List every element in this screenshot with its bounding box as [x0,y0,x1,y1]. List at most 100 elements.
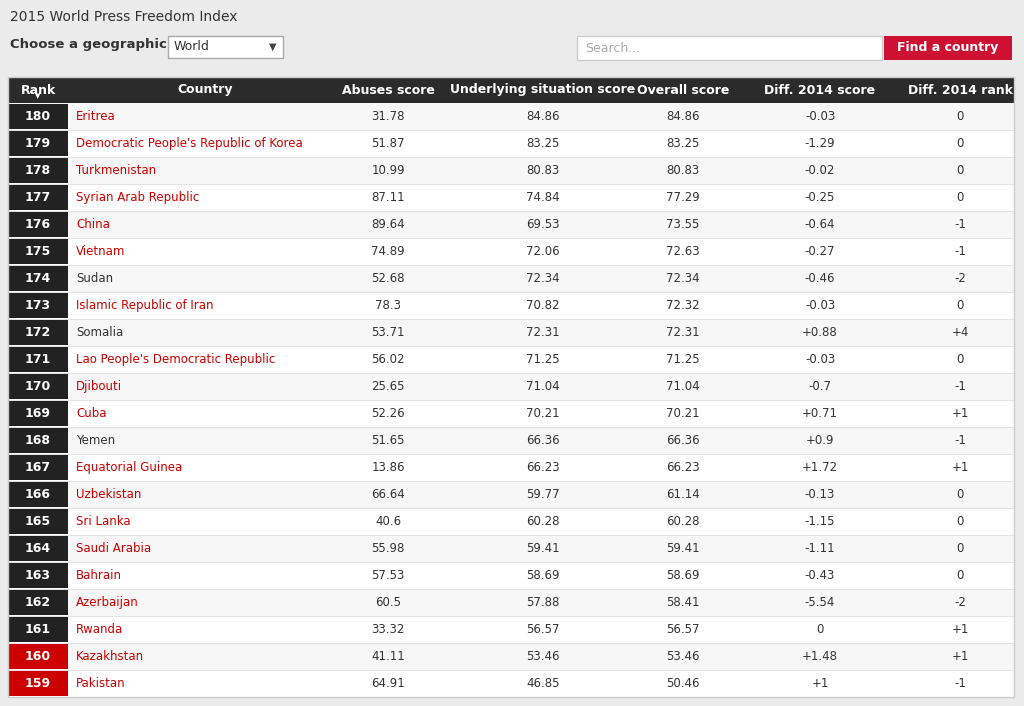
Text: Choose a geographic area:: Choose a geographic area: [10,38,211,51]
Text: 64.91: 64.91 [371,677,404,690]
Text: 10.99: 10.99 [371,164,404,177]
Text: 0: 0 [956,110,964,123]
Bar [8,157,1014,184]
Text: 71.04: 71.04 [667,380,699,393]
Text: 0: 0 [956,164,964,177]
Text: 61.14: 61.14 [667,488,699,501]
Text: China: China [76,218,110,231]
Text: 69.53: 69.53 [526,218,560,231]
Bar [8,184,1014,211]
Text: 0: 0 [956,191,964,204]
Text: Equatorial Guinea: Equatorial Guinea [76,461,182,474]
Text: -0.03: -0.03 [805,299,836,312]
Bar [8,563,68,588]
Text: 0: 0 [816,623,823,636]
Text: 0: 0 [956,542,964,555]
Text: -1: -1 [954,434,966,447]
Text: +0.88: +0.88 [802,326,838,339]
Text: 0: 0 [956,353,964,366]
Text: Sri Lanka: Sri Lanka [76,515,131,528]
Text: 80.83: 80.83 [526,164,560,177]
Text: Azerbaijan: Azerbaijan [76,596,138,609]
Text: 66.23: 66.23 [667,461,699,474]
Text: -0.03: -0.03 [805,110,836,123]
Bar [8,616,1014,643]
Text: 84.86: 84.86 [667,110,699,123]
Bar [8,589,1014,616]
Text: 66.64: 66.64 [371,488,404,501]
Text: Overall score: Overall score [637,83,729,97]
Bar [8,239,68,264]
Text: 87.11: 87.11 [371,191,404,204]
Text: 78.3: 78.3 [375,299,401,312]
Text: 178: 178 [25,164,51,177]
Text: Yemen: Yemen [76,434,115,447]
Text: 53.46: 53.46 [526,650,560,663]
Text: Country: Country [177,83,232,97]
Bar [8,509,68,534]
Text: 84.86: 84.86 [526,110,560,123]
Bar [8,373,1014,400]
Text: -1: -1 [954,677,966,690]
Text: 33.32: 33.32 [372,623,404,636]
Text: Lao People's Democratic Republic: Lao People's Democratic Republic [76,353,275,366]
Text: 59.41: 59.41 [667,542,699,555]
Text: 71.04: 71.04 [526,380,560,393]
Text: 52.26: 52.26 [371,407,404,420]
Text: 170: 170 [25,380,51,393]
Bar [8,454,1014,481]
Text: World: World [174,40,210,54]
Text: 77.29: 77.29 [667,191,699,204]
Bar [8,319,1014,346]
Bar [8,158,68,183]
Bar [8,292,1014,319]
Text: -0.7: -0.7 [809,380,831,393]
Text: Uzbekistan: Uzbekistan [76,488,141,501]
Text: 0: 0 [956,299,964,312]
Bar [8,347,68,372]
Text: 162: 162 [25,596,51,609]
Text: 173: 173 [25,299,51,312]
Text: Rank: Rank [20,83,55,97]
Text: +1: +1 [951,650,969,663]
Text: Pakistan: Pakistan [76,677,126,690]
Text: +1.48: +1.48 [802,650,838,663]
Text: 50.46: 50.46 [667,677,699,690]
Text: -0.03: -0.03 [805,353,836,366]
Text: -0.02: -0.02 [805,164,836,177]
Text: 172: 172 [25,326,51,339]
Text: 66.23: 66.23 [526,461,560,474]
Text: -1: -1 [954,218,966,231]
Text: 58.41: 58.41 [667,596,699,609]
Text: -1.11: -1.11 [805,542,836,555]
Text: 171: 171 [25,353,51,366]
Text: 163: 163 [25,569,51,582]
Text: +1: +1 [951,407,969,420]
Text: 168: 168 [25,434,51,447]
Text: Bahrain: Bahrain [76,569,122,582]
Text: -0.13: -0.13 [805,488,836,501]
Bar [168,36,283,58]
Bar [8,535,1014,562]
Bar [8,131,68,156]
Text: 71.25: 71.25 [667,353,699,366]
Text: +0.71: +0.71 [802,407,838,420]
Text: -1.15: -1.15 [805,515,836,528]
Text: 66.36: 66.36 [526,434,560,447]
Text: +1: +1 [951,461,969,474]
Text: 74.84: 74.84 [526,191,560,204]
Text: 57.53: 57.53 [372,569,404,582]
Text: +4: +4 [951,326,969,339]
Text: 72.32: 72.32 [667,299,699,312]
Bar [8,265,1014,292]
Text: 0: 0 [956,488,964,501]
Text: 46.85: 46.85 [526,677,560,690]
Bar [8,77,1014,697]
Text: 166: 166 [25,488,51,501]
Text: 83.25: 83.25 [526,137,560,150]
Text: Cuba: Cuba [76,407,106,420]
Text: -1.29: -1.29 [805,137,836,150]
Text: 70.82: 70.82 [526,299,560,312]
Text: 51.65: 51.65 [372,434,404,447]
Text: Diff. 2014 score: Diff. 2014 score [765,83,876,97]
